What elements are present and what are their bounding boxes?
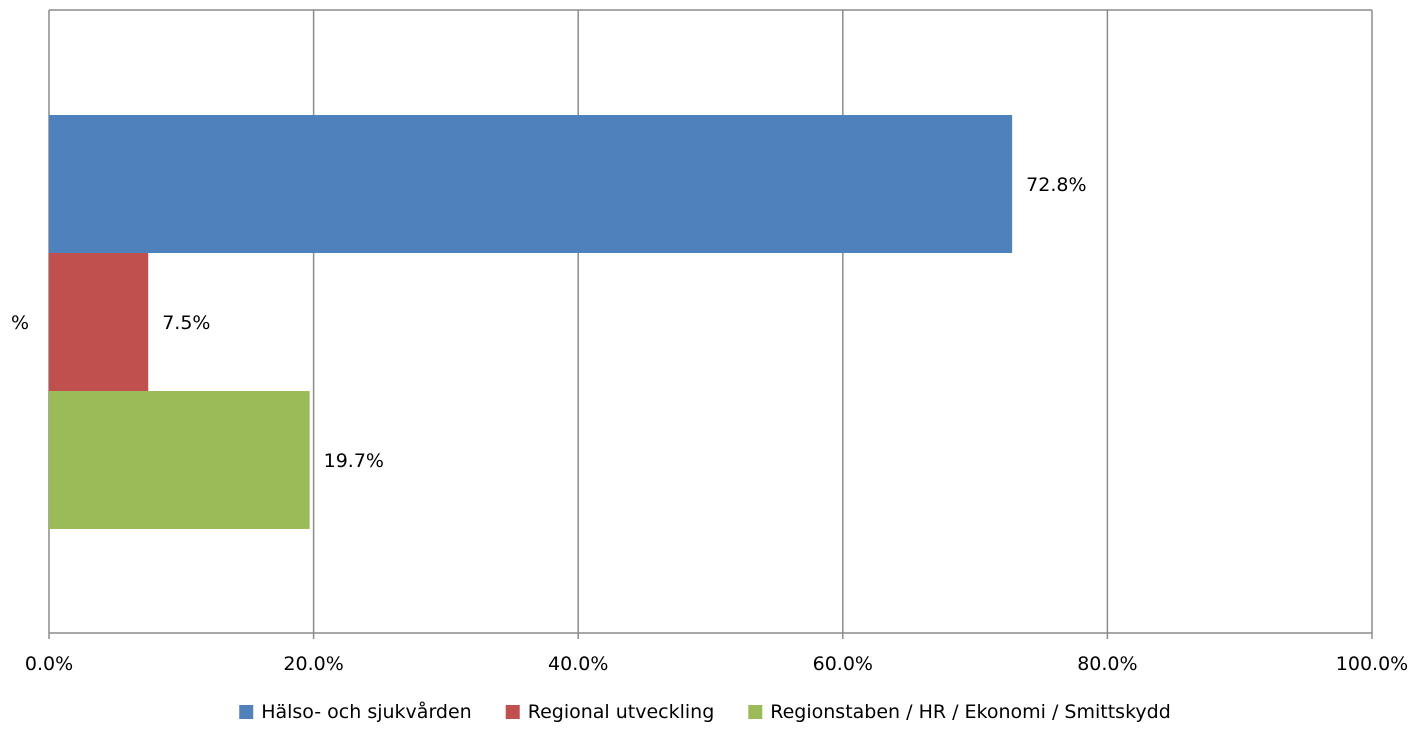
bars: [49, 115, 1013, 529]
category-label: %: [11, 312, 29, 334]
plot-area: [49, 10, 1372, 633]
gridlines: [312, 10, 1373, 633]
legend-item: Regional utveckling: [505, 701, 715, 723]
bar-3: [49, 391, 310, 529]
x-tick-label: 60.0%: [813, 653, 873, 675]
x-tick-labels: 0.0% 20.0% 40.0% 60.0% 80.0% 100.0%: [25, 653, 1408, 675]
legend-label: Regional utveckling: [528, 701, 715, 723]
x-tick-label: 40.0%: [548, 653, 608, 675]
category-labels: %: [11, 312, 29, 334]
x-tick-label: 100.0%: [1336, 653, 1408, 675]
bar-1: [49, 115, 1013, 253]
legend-swatch: [505, 705, 520, 719]
legend: Hälso- och sjukvården Regional utveckling…: [239, 700, 1171, 723]
bar-2: [49, 253, 149, 391]
legend-label: Regionstaben / HR / Ekonomi / Smittskydd: [770, 701, 1171, 723]
legend-swatch: [239, 705, 254, 719]
x-tick-label: 80.0%: [1077, 653, 1137, 675]
data-label: 72.8%: [1026, 174, 1086, 196]
x-tick-label: 0.0%: [25, 653, 73, 675]
legend-item: Regionstaben / HR / Ekonomi / Smittskydd: [748, 701, 1171, 723]
data-labels: 72.8% 7.5% 19.7%: [162, 174, 1086, 472]
legend-item: Hälso- och sjukvården: [239, 700, 472, 723]
data-label: 7.5%: [162, 312, 210, 334]
data-label: 19.7%: [324, 450, 384, 472]
legend-swatch: [748, 705, 763, 719]
legend-label: Hälso- och sjukvården: [261, 700, 472, 723]
x-tick-label: 20.0%: [283, 653, 343, 675]
